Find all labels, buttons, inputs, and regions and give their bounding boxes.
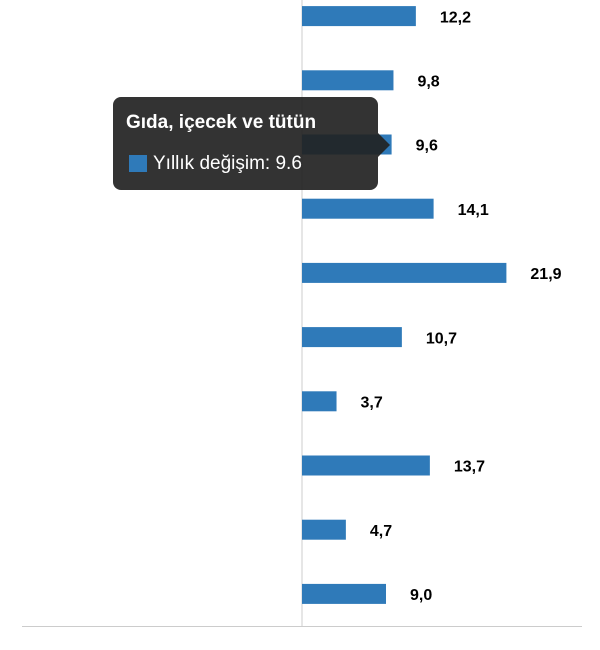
bar bbox=[302, 198, 434, 219]
value-label: 21,9 bbox=[530, 266, 561, 283]
bar bbox=[302, 6, 416, 27]
value-label: 10,7 bbox=[426, 330, 457, 347]
value-label: 4,7 bbox=[370, 523, 392, 540]
bar bbox=[302, 70, 394, 91]
tooltip-title: Gıda, içecek ve tütün bbox=[126, 112, 316, 133]
bar bbox=[302, 583, 386, 604]
bar bbox=[302, 519, 346, 540]
value-label: 14,1 bbox=[458, 202, 489, 219]
tooltip-value: 9.6 bbox=[275, 153, 301, 174]
tooltip-arrow bbox=[378, 133, 390, 157]
value-label: 13,7 bbox=[454, 459, 485, 476]
tooltip-swatch bbox=[129, 155, 147, 172]
value-label: 9,8 bbox=[417, 74, 439, 91]
tooltip-box bbox=[113, 97, 378, 190]
value-label: 9,6 bbox=[416, 138, 438, 155]
value-label: 3,7 bbox=[361, 395, 383, 412]
tooltip-series: Yıllık değişim bbox=[153, 153, 265, 174]
bar bbox=[302, 455, 430, 476]
tooltip-text: Yıllık değişim: 9.6 bbox=[153, 153, 302, 174]
tooltip: Gıda, içecek ve tütün Yıllık değişim: 9.… bbox=[113, 97, 390, 190]
bar bbox=[302, 391, 337, 412]
plot: 12,2 9,8 9,6 14,1 21,9 10,7 3,7 13,7 4,7 9,0 bbox=[301, 0, 562, 626]
value-label: 9,0 bbox=[410, 587, 432, 604]
value-label: 12,2 bbox=[440, 9, 471, 26]
bar bbox=[302, 262, 507, 283]
bar bbox=[302, 327, 402, 348]
